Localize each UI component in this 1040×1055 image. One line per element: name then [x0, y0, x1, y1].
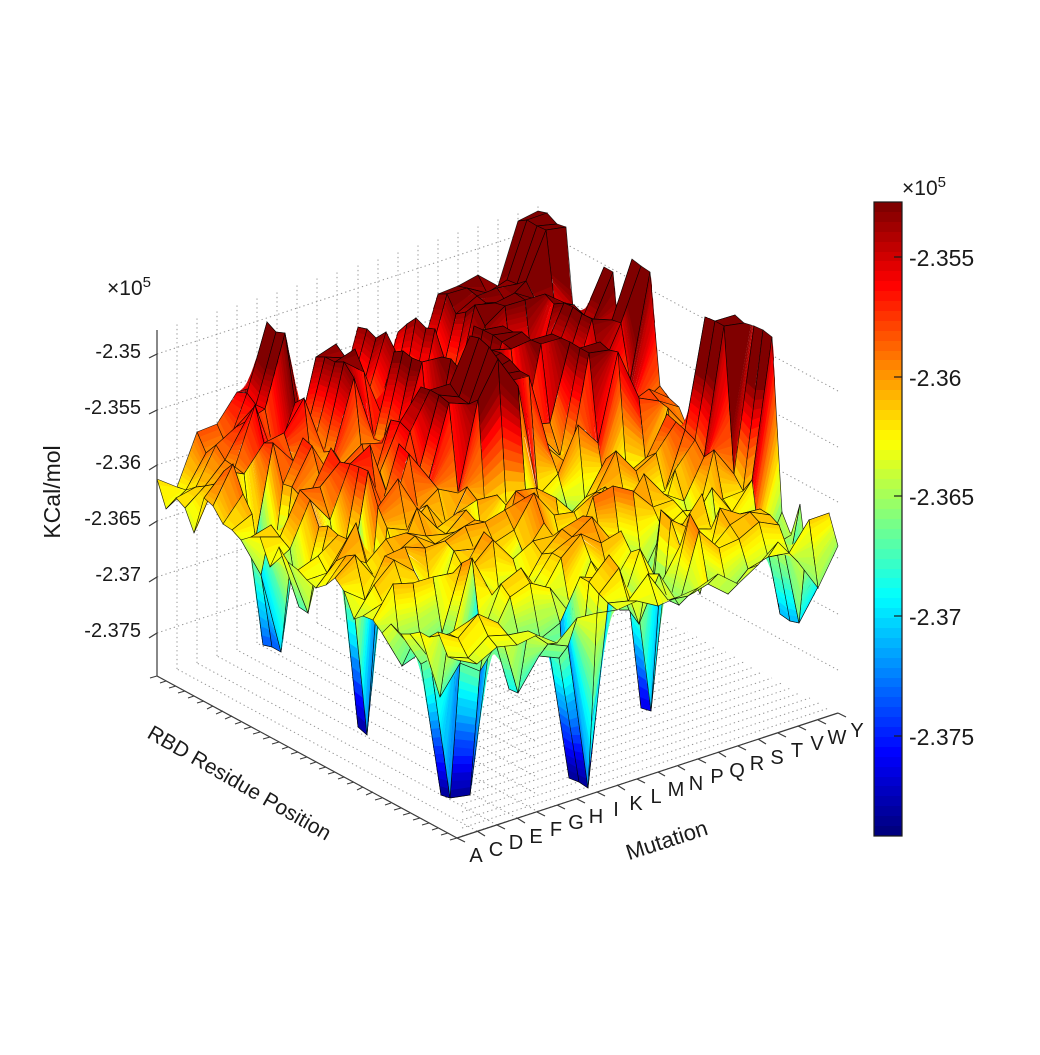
svg-text:-2.365: -2.365	[84, 508, 141, 530]
svg-text:-2.365: -2.365	[909, 484, 974, 510]
svg-text:I: I	[613, 799, 619, 821]
svg-text:L: L	[650, 786, 661, 808]
svg-text:-2.36: -2.36	[95, 452, 141, 474]
svg-text:A: A	[469, 845, 483, 867]
svg-text:-2.36: -2.36	[909, 365, 961, 391]
svg-text:-2.355: -2.355	[84, 397, 141, 419]
svg-text:F: F	[550, 819, 562, 841]
svg-text:N: N	[689, 773, 703, 795]
svg-text:S: S	[770, 747, 783, 769]
svg-text:-2.355: -2.355	[909, 245, 974, 271]
svg-text:Q: Q	[729, 760, 745, 782]
svg-text:W: W	[828, 727, 847, 749]
svg-text:G: G	[568, 812, 584, 834]
svg-text:V: V	[810, 733, 824, 755]
svg-text:M: M	[668, 779, 685, 801]
svg-text:KCal/mol: KCal/mol	[39, 445, 65, 538]
svg-text:H: H	[589, 806, 603, 828]
svg-text:T: T	[791, 740, 803, 762]
svg-text:-2.37: -2.37	[909, 604, 961, 630]
svg-text:-2.37: -2.37	[95, 564, 141, 586]
svg-text:-2.375: -2.375	[909, 724, 974, 750]
svg-text:P: P	[710, 766, 723, 788]
svg-text:R: R	[750, 753, 764, 775]
svg-text:D: D	[509, 832, 523, 854]
svg-text:Y: Y	[850, 720, 863, 742]
svg-text:K: K	[629, 793, 643, 815]
svg-text:-2.375: -2.375	[84, 620, 141, 642]
svg-text:-2.35: -2.35	[95, 341, 141, 363]
svg-text:C: C	[489, 839, 503, 861]
svg-text:E: E	[529, 826, 542, 848]
